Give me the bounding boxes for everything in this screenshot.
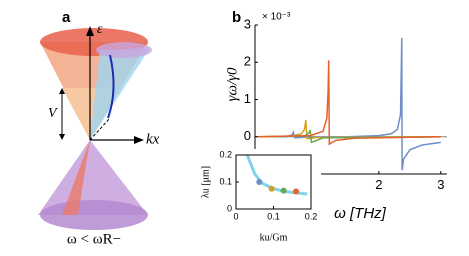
x-axis-label: ku/Gm: [260, 232, 288, 243]
panel-label: a: [62, 9, 71, 26]
x-tick-label: 0: [233, 211, 238, 221]
y-tick-label: 0: [227, 203, 232, 213]
arrowhead: [86, 26, 94, 36]
point: [293, 188, 299, 195]
y-tick-label: 0.1: [219, 176, 232, 186]
y-tick-label: 1: [244, 91, 251, 106]
x-axis-label: ω [THz]: [334, 205, 387, 222]
lower-red-slice: [62, 140, 90, 215]
y-tick-label: 0.2: [219, 149, 232, 159]
inset-background: [206, 149, 321, 243]
arrowhead: [59, 88, 65, 140]
panel-label: b: [232, 9, 241, 26]
y-multiplier: × 10⁻³: [262, 12, 291, 23]
x-tick-label: 0.1: [267, 211, 280, 221]
y-tick-label: 3: [244, 16, 251, 31]
y-tick-label: 2: [244, 54, 251, 69]
series-line: [258, 60, 441, 146]
series-line: [258, 38, 441, 171]
axis-label: ε: [97, 22, 103, 37]
point: [280, 187, 287, 194]
lower-cone-base: [40, 200, 148, 230]
x-tick-label: 3: [437, 177, 444, 192]
inner-ellipse: [96, 42, 152, 58]
cone-diagram: [38, 26, 152, 230]
caption: ω < ωR−: [67, 231, 121, 247]
x-tick-label: 0.2: [305, 211, 318, 221]
point: [256, 179, 263, 185]
light-cone: [90, 48, 150, 140]
y-axis-label: λu [μm]: [200, 166, 211, 198]
axis-label: kx: [146, 131, 160, 147]
dispersion-curve: [107, 54, 115, 119]
gap-label: V: [48, 106, 58, 121]
y-tick-label: 0: [244, 128, 251, 143]
lower-cone: [38, 140, 148, 215]
x-tick-label: 2: [375, 177, 382, 192]
point: [268, 185, 275, 192]
y-axis-label: γω/γ0: [224, 67, 240, 102]
arrowhead: [134, 136, 144, 144]
